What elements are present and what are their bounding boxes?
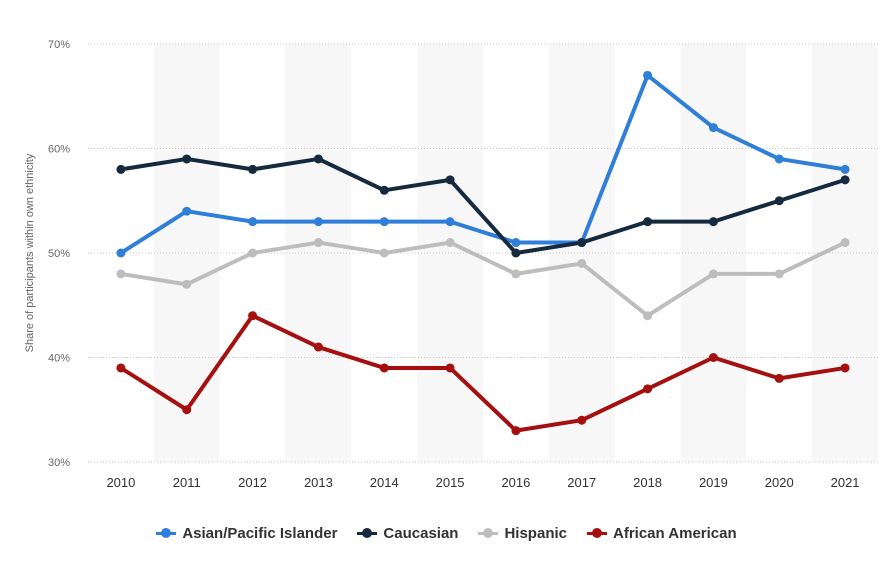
data-point-asian-pacific-islander-2012: [248, 217, 258, 227]
data-point-hispanic-2020: [774, 269, 784, 279]
legend-swatch-icon: [357, 527, 378, 539]
data-point-african-american-2018: [643, 384, 653, 394]
data-point-caucasian-2013: [313, 154, 323, 164]
series-hispanic: [116, 238, 850, 321]
data-point-hispanic-2010: [116, 269, 126, 279]
data-point-african-american-2021: [840, 363, 850, 373]
legend-item-african-american[interactable]: African American: [587, 525, 737, 542]
legend-swatch-icon: [156, 527, 177, 539]
legend-label: Hispanic: [504, 524, 567, 542]
data-point-caucasian-2010: [116, 164, 126, 174]
data-point-african-american-2012: [248, 311, 258, 321]
series-african-american: [116, 311, 850, 436]
data-point-hispanic-2019: [708, 269, 718, 279]
line-chart: 30% 40% 50% 60% 70% 2010 2011 2012 2013 2014 2015…: [24, 39, 878, 490]
data-point-asian-pacific-islander-2021: [840, 164, 850, 174]
data-point-asian-pacific-islander-2018: [643, 70, 653, 80]
data-point-hispanic-2015: [445, 238, 455, 248]
data-point-african-american-2020: [774, 373, 784, 383]
x-tick-label-2010: 2010: [106, 475, 135, 490]
data-point-asian-pacific-islander-2015: [445, 217, 455, 227]
data-point-caucasian-2017: [577, 238, 587, 248]
data-point-hispanic-2012: [248, 248, 258, 258]
y-tick-label-60: 60%: [48, 144, 70, 156]
series-asian-pacific-islander: [116, 70, 850, 258]
data-point-caucasian-2021: [840, 175, 850, 185]
x-tick-label-2016: 2016: [501, 475, 530, 490]
data-point-african-american-2013: [313, 342, 323, 352]
data-point-hispanic-2017: [577, 258, 587, 268]
x-tick-label-2015: 2015: [436, 475, 465, 490]
series-line-asian-pacific-islander: [118, 73, 848, 255]
legend-label: Asian/Pacific Islander: [182, 524, 338, 542]
data-point-caucasian-2011: [182, 154, 192, 164]
x-axis-tick-labels: 2010 2011 2012 2013 2014 2015 2016 2017 2018 2019…: [106, 475, 859, 490]
x-tick-label-2019: 2019: [699, 475, 728, 490]
x-tick-label-2013: 2013: [304, 475, 333, 490]
legend-label: African American: [613, 524, 737, 542]
legend-item-hispanic[interactable]: Hispanic: [478, 525, 567, 542]
x-tick-label-2014: 2014: [370, 475, 399, 490]
data-point-asian-pacific-islander-2013: [313, 217, 323, 227]
data-point-caucasian-2012: [248, 164, 258, 174]
x-tick-label-2021: 2021: [831, 475, 860, 490]
data-point-hispanic-2014: [379, 248, 389, 258]
data-point-caucasian-2015: [445, 175, 455, 185]
x-tick-label-2011: 2011: [173, 475, 201, 490]
data-point-african-american-2010: [116, 363, 126, 373]
data-point-caucasian-2014: [379, 185, 389, 195]
legend-item-asian-pacific-islander[interactable]: Asian/Pacific Islander: [156, 525, 337, 542]
legend-swatch-icon: [478, 527, 499, 539]
chart-legend: Asian/Pacific Islander Caucasian Hispanic A…: [0, 521, 893, 545]
data-point-hispanic-2021: [840, 238, 850, 248]
data-point-caucasian-2018: [643, 217, 653, 227]
x-tick-label-2012: 2012: [238, 475, 267, 490]
data-point-african-american-2019: [708, 353, 718, 362]
y-tick-label-40: 40%: [48, 353, 70, 365]
x-tick-label-2020: 2020: [765, 475, 794, 490]
data-point-caucasian-2019: [708, 217, 718, 227]
data-point-asian-pacific-islander-2020: [774, 154, 784, 164]
y-tick-label-70: 70%: [48, 39, 70, 51]
series-line-african-american: [118, 313, 848, 433]
data-point-hispanic-2016: [511, 269, 521, 279]
data-point-asian-pacific-islander-2016: [511, 238, 521, 248]
series-line-caucasian: [118, 156, 848, 255]
data-point-asian-pacific-islander-2014: [379, 217, 389, 227]
y-tick-label-50: 50%: [48, 248, 70, 260]
data-point-caucasian-2016: [511, 248, 521, 258]
y-axis-label: Share of participants within own ethnici…: [24, 153, 36, 352]
data-point-african-american-2011: [182, 405, 192, 415]
series-caucasian: [116, 154, 850, 258]
data-point-asian-pacific-islander-2011: [182, 206, 192, 216]
data-point-hispanic-2018: [643, 311, 653, 321]
y-tick-label-30: 30%: [48, 457, 70, 469]
legend-swatch-icon: [587, 527, 607, 539]
data-point-hispanic-2011: [182, 279, 192, 289]
x-tick-label-2017: 2017: [567, 475, 596, 490]
data-point-hispanic-2013: [313, 238, 323, 248]
series-line-hispanic: [118, 240, 848, 318]
y-axis-tick-labels: 30% 40% 50% 60% 70%: [48, 39, 70, 469]
data-point-african-american-2017: [577, 415, 587, 425]
data-point-asian-pacific-islander-2010: [116, 248, 126, 258]
data-point-african-american-2016: [511, 426, 521, 436]
data-point-asian-pacific-islander-2019: [708, 123, 718, 133]
data-point-caucasian-2020: [774, 196, 784, 206]
legend-label: Caucasian: [383, 524, 459, 542]
legend-item-caucasian[interactable]: Caucasian: [357, 525, 458, 542]
data-point-african-american-2014: [379, 363, 389, 373]
series-lines: [116, 70, 850, 436]
data-point-african-american-2015: [445, 363, 455, 373]
x-tick-label-2018: 2018: [633, 475, 662, 490]
